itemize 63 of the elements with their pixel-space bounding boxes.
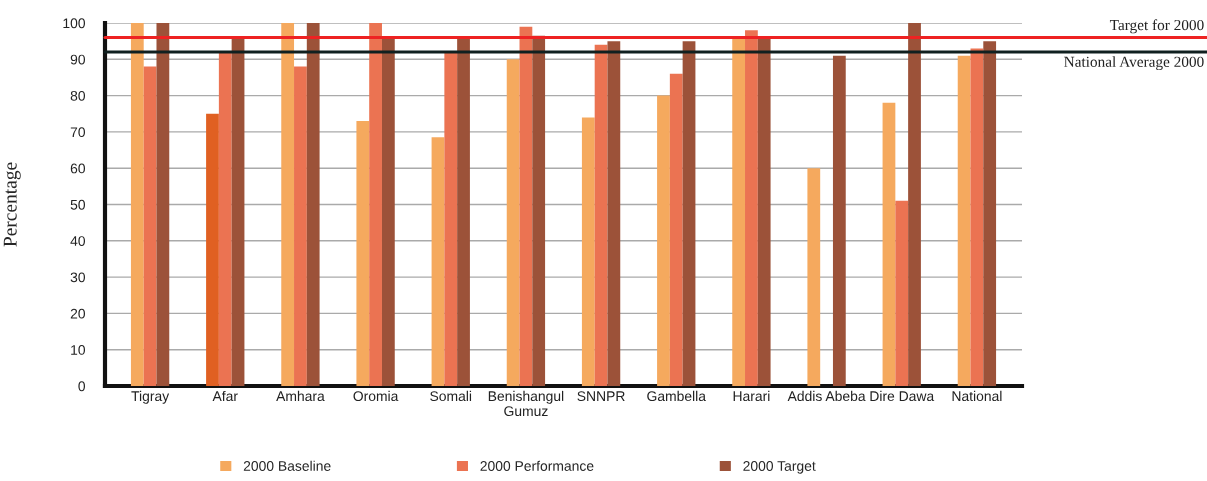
y-tick-label: 80 (70, 90, 86, 101)
x-tick-label: Gambella (647, 390, 706, 402)
legend-label: 2000 Baseline (243, 460, 331, 471)
bar (983, 41, 997, 386)
x-tick-label: Oromia (353, 390, 399, 402)
bar (745, 30, 758, 386)
bar (957, 55, 971, 386)
bar (281, 23, 295, 386)
y-tick-label: 40 (70, 236, 86, 246)
y-tick-label: 10 (71, 345, 86, 355)
bar (970, 48, 984, 386)
bar (757, 37, 771, 386)
bar (143, 66, 157, 386)
y-tick-label: 60 (70, 163, 86, 174)
bar (581, 117, 595, 386)
bar (669, 73, 683, 386)
bar (506, 59, 520, 386)
bar (732, 37, 746, 386)
ref-line-label: National Average 2000 (1064, 56, 1204, 71)
bar (908, 23, 921, 386)
bar (682, 41, 696, 386)
x-tick-label: Benishangul Gumuz (488, 390, 564, 417)
y-tick-label: 0 (78, 381, 86, 392)
y-tick-label: 30 (70, 272, 86, 283)
x-tick-label: Somali (430, 390, 472, 402)
bar (594, 44, 608, 386)
bar (832, 55, 846, 386)
x-tick-label: Harari (733, 390, 770, 402)
y-tick-label: 90 (70, 54, 86, 65)
bar (130, 23, 144, 386)
bar (294, 66, 307, 386)
bar (457, 37, 470, 386)
bar (206, 113, 219, 386)
legend-label: 2000 Target (743, 461, 816, 474)
x-tick-label: SNNPR (577, 391, 625, 402)
ref-line-label: Target for 2000 (1109, 19, 1204, 34)
bar (369, 23, 382, 386)
bar (444, 52, 458, 386)
bar (356, 121, 370, 386)
bar (519, 26, 533, 386)
bar (431, 137, 445, 386)
bar (156, 23, 170, 386)
bar (607, 41, 621, 386)
y-tick-label: 20 (70, 308, 86, 319)
bar (306, 23, 320, 386)
y-tick-label: 50 (70, 199, 86, 210)
bar (895, 200, 909, 386)
bar (657, 95, 670, 386)
x-tick-label: Tigray (131, 390, 170, 404)
y-tick-label: 100 (63, 18, 86, 29)
x-tick-label: Dire Dawa (870, 390, 935, 402)
x-tick-label: National (952, 390, 1002, 402)
bar (231, 37, 245, 386)
x-tick-label: Afar (212, 390, 238, 402)
bar (882, 102, 896, 386)
y-axis-title: Percentage (3, 162, 21, 247)
legend-label: 2000 Performance (480, 460, 594, 471)
bar (381, 37, 395, 386)
x-tick-label: Addis Abeba (787, 390, 866, 402)
bar (218, 52, 232, 386)
y-tick-label: 70 (70, 127, 86, 138)
x-tick-label: Amhara (276, 390, 325, 402)
bar (807, 168, 821, 386)
